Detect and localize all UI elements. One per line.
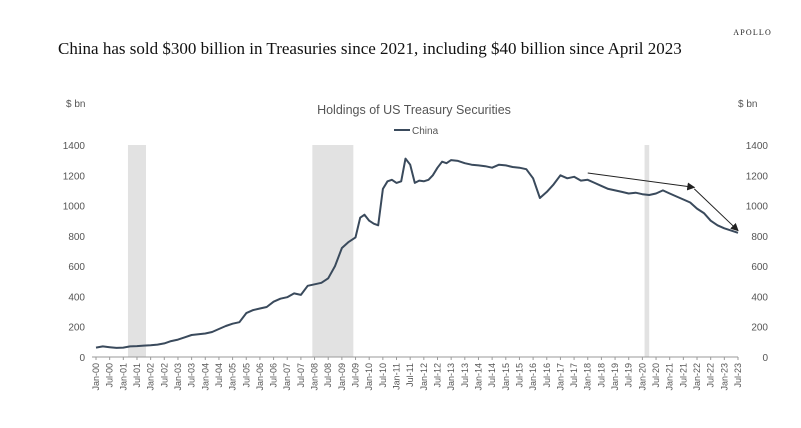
- legend-label-china: China: [412, 126, 439, 137]
- x-tick-label: Jan-12: [419, 363, 429, 391]
- x-tick-label: Jan-07: [282, 363, 292, 391]
- x-tick-label: Jan-05: [228, 363, 238, 391]
- y-tick-left-1000: 1000: [63, 202, 86, 213]
- y-tick-right-600: 600: [751, 262, 768, 273]
- x-tick-label: Jan-08: [310, 363, 320, 391]
- x-tick-label: Jul-04: [214, 363, 224, 388]
- x-tick-label: Jul-21: [678, 363, 688, 388]
- x-tick-label: Jan-13: [446, 363, 456, 391]
- headline: China has sold $300 billion in Treasurie…: [58, 39, 682, 58]
- series-group: [95, 157, 739, 349]
- x-tick-label: Jul-19: [624, 363, 634, 388]
- y-tick-left-200: 200: [68, 323, 85, 334]
- x-tick-label: Jan-11: [392, 363, 402, 390]
- x-tick-label: Jan-03: [173, 363, 183, 391]
- x-tick-label: Jul-11: [405, 363, 415, 387]
- y-tick-left-1400: 1400: [63, 141, 86, 152]
- y-tick-left-600: 600: [68, 262, 85, 273]
- x-tick-label: Jul-12: [432, 363, 442, 388]
- y-tick-right-1400: 1400: [746, 141, 769, 152]
- x-tick-label: Jan-17: [555, 363, 565, 391]
- x-tick-label: Jan-18: [583, 363, 593, 391]
- x-tick-label: Jan-10: [364, 363, 374, 391]
- x-tick-label: Jul-00: [105, 363, 115, 388]
- x-tick-label: Jul-03: [187, 363, 197, 388]
- x-tick-label: Jul-22: [706, 363, 716, 388]
- x-tick-label: Jan-00: [91, 363, 101, 391]
- x-tick-label: Jul-14: [487, 363, 497, 388]
- x-tick-label: Jul-10: [378, 363, 388, 388]
- x-tick-label: Jan-19: [610, 363, 620, 391]
- y-tick-left-800: 800: [68, 232, 85, 243]
- x-tick-label: Jan-20: [637, 363, 647, 391]
- legend: China: [394, 126, 439, 137]
- x-tick-label: Jan-06: [255, 363, 265, 391]
- x-tick-label: Jan-14: [473, 363, 483, 391]
- y-axis-right: 0 200 400 600 800 1000 1200 1400: [746, 141, 769, 364]
- right-axis-unit: $ bn: [738, 99, 757, 110]
- recession-bands: [127, 145, 650, 357]
- x-tick-label: Jul-07: [296, 363, 306, 388]
- y-tick-left-1200: 1200: [63, 171, 86, 182]
- recession-band-3: [644, 145, 650, 357]
- trend-arrows: [587, 172, 739, 232]
- x-tick-label: Jul-15: [514, 363, 524, 388]
- recession-band-1: [127, 145, 146, 357]
- trend-arrow-2: [693, 188, 739, 232]
- y-axis-left: 0 200 400 600 800 1000 1200 1400: [63, 141, 86, 364]
- y-tick-right-800: 800: [751, 232, 768, 243]
- chart-title: Holdings of US Treasury Securities: [317, 103, 511, 117]
- y-tick-right-200: 200: [751, 323, 768, 334]
- x-tick-label: Jan-23: [719, 363, 729, 391]
- x-tick-label: Jul-16: [542, 363, 552, 388]
- x-tick-label: Jan-16: [528, 363, 538, 391]
- x-tick-label: Jul-17: [569, 363, 579, 388]
- x-tick-label: Jan-21: [665, 363, 675, 391]
- x-tick-label: Jul-18: [596, 363, 606, 388]
- y-tick-left-0: 0: [79, 353, 85, 364]
- recession-band-2: [312, 145, 354, 357]
- x-tick-label: Jan-22: [692, 363, 702, 391]
- x-tick-label: Jan-02: [146, 363, 156, 391]
- x-tick-label: Jul-09: [351, 363, 361, 388]
- x-tick-label: Jul-20: [651, 363, 661, 388]
- left-axis-unit: $ bn: [66, 99, 85, 110]
- trend-arrow-1: [587, 172, 696, 191]
- brand-logo: APOLLO: [733, 28, 772, 37]
- x-tick-label: Jul-05: [241, 363, 251, 388]
- x-axis: Jan-00 Jul-00 Jan-01 Jul-01 Jan-02 Jul-02 Jan-…: [91, 357, 743, 391]
- x-tick-label: Jul-01: [132, 363, 142, 388]
- x-tick-label: Jan-09: [337, 363, 347, 391]
- y-tick-right-1000: 1000: [746, 202, 769, 213]
- x-tick-label: Jul-06: [269, 363, 279, 388]
- x-tick-label: Jul-02: [159, 363, 169, 388]
- x-tick-label: Jul-08: [323, 363, 333, 388]
- y-tick-right-400: 400: [751, 292, 768, 303]
- x-tick-label: Jul-13: [460, 363, 470, 388]
- y-tick-right-0: 0: [762, 353, 768, 364]
- series-line-china: [95, 157, 739, 349]
- x-tick-label: Jul-23: [733, 363, 743, 388]
- x-tick-label: Jan-04: [200, 363, 210, 391]
- y-tick-left-400: 400: [68, 292, 85, 303]
- x-tick-label: Jan-01: [118, 363, 128, 391]
- x-tick-label: Jan-15: [501, 363, 511, 391]
- y-tick-right-1200: 1200: [746, 171, 769, 182]
